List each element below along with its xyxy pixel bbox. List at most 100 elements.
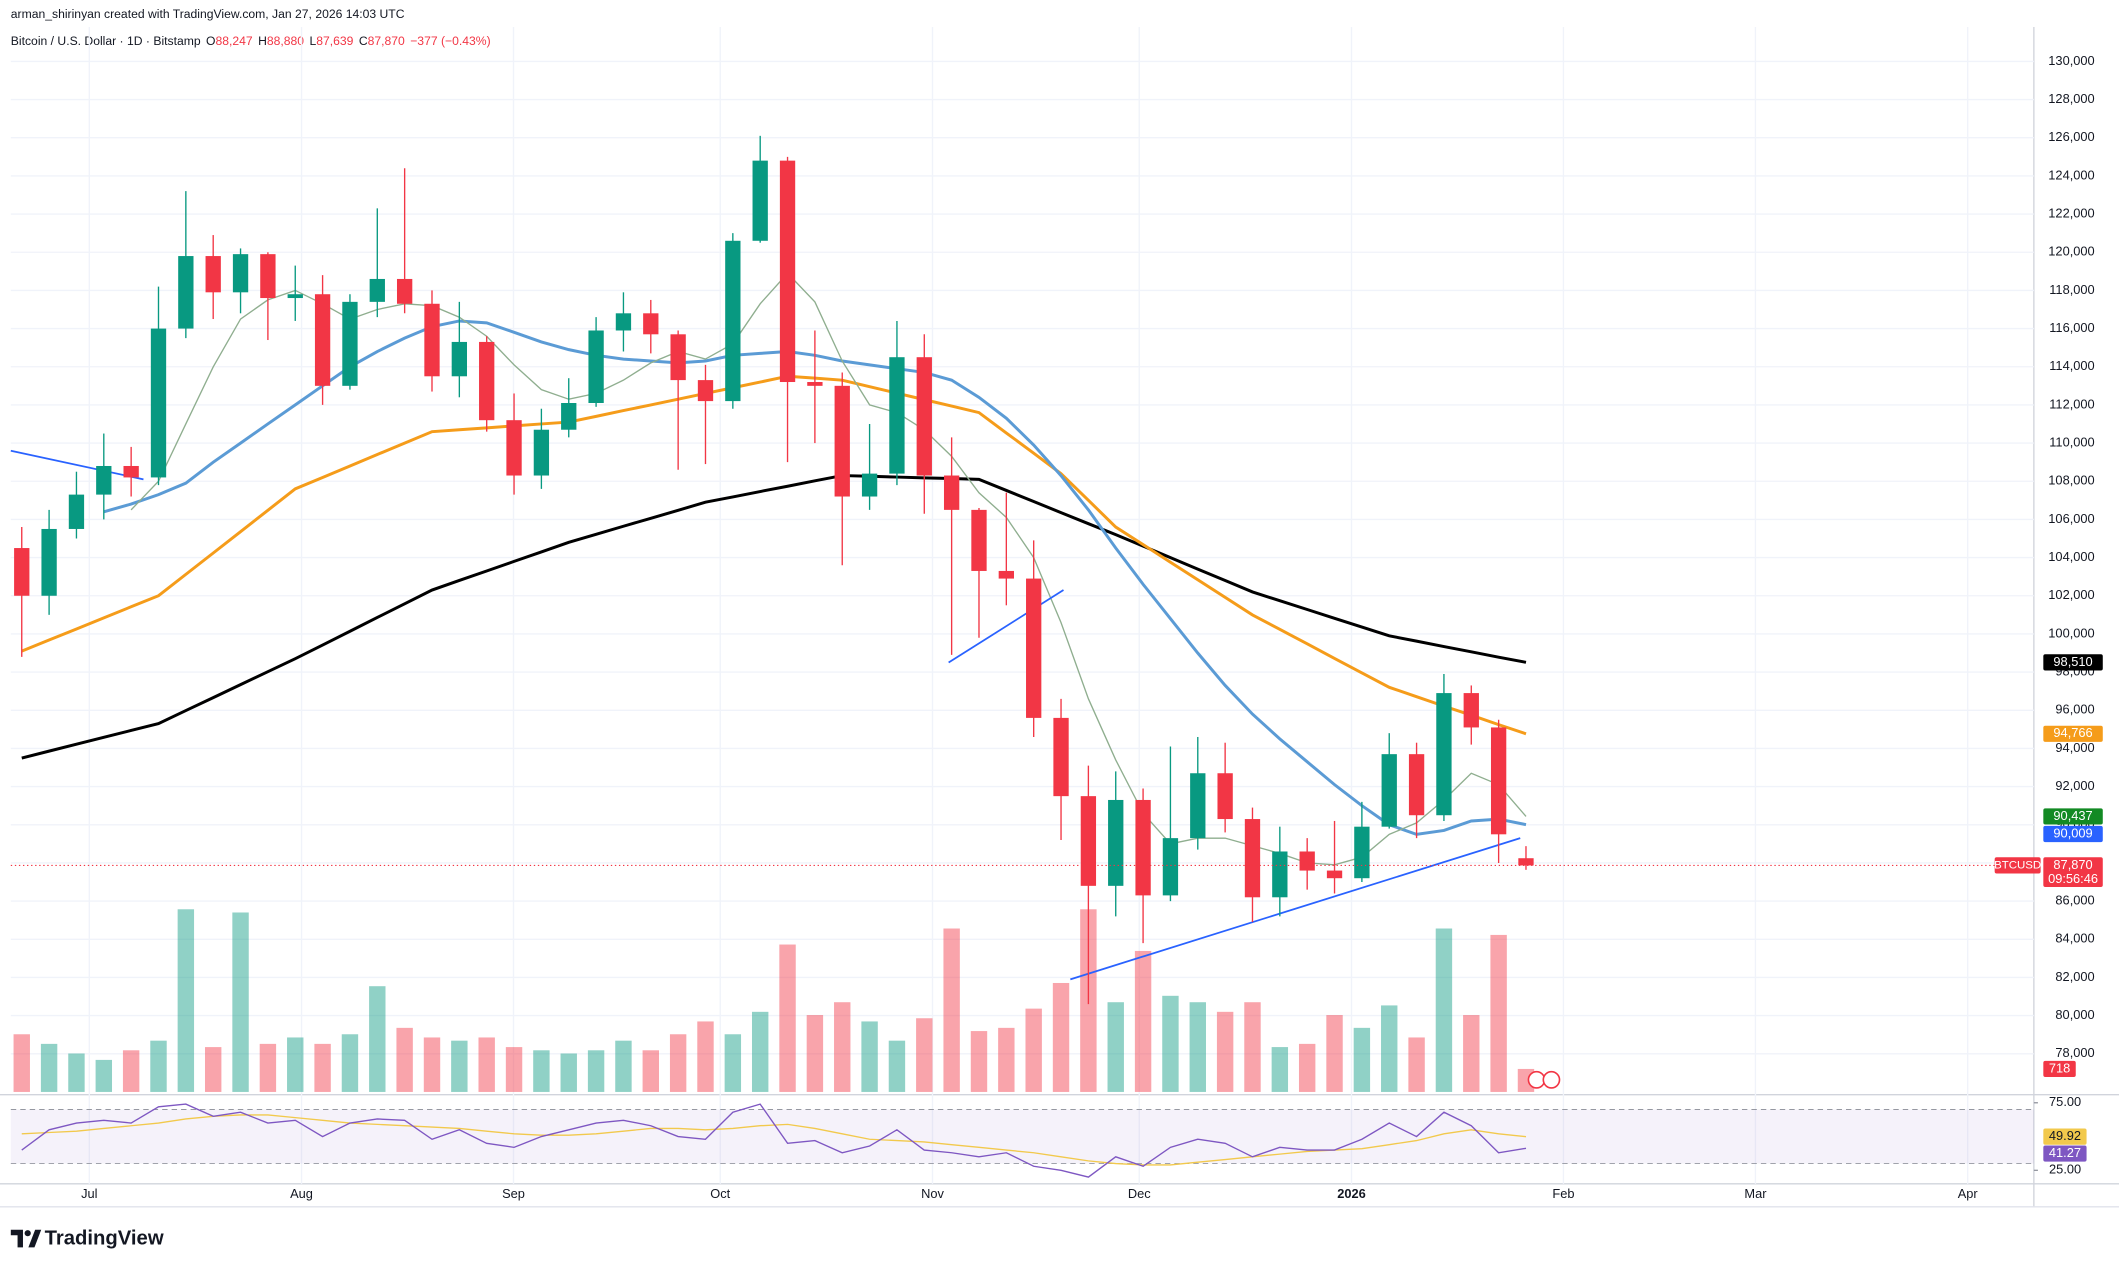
moving-average — [21, 374, 1527, 736]
volume-bar — [533, 1050, 550, 1092]
rsi-tag-label: 49.92 — [2049, 1128, 2081, 1143]
volume-bar — [451, 1040, 468, 1092]
volume-bar — [287, 1037, 304, 1092]
rsi-tick-label: 75.00 — [2049, 1094, 2081, 1109]
symbol: Bitcoin / U.S. Dollar · 1D · Bitstamp — [11, 34, 201, 48]
candle-body — [14, 548, 30, 596]
y-tick-label: 102,000 — [2048, 587, 2094, 602]
symbol-tag — [1994, 857, 2041, 874]
volume-bar — [423, 1037, 441, 1092]
volume-bar — [341, 1034, 359, 1092]
trendline — [948, 589, 1064, 664]
volume-bar — [1216, 1011, 1234, 1092]
volume-bar — [1463, 1015, 1480, 1092]
rsi-band — [10, 1109, 2034, 1164]
y-tick-label: 106,000 — [2048, 511, 2094, 526]
candle-body — [232, 254, 249, 293]
candle-body — [1244, 819, 1261, 898]
candle-body — [1463, 693, 1479, 728]
countdown: 09:56:46 — [2048, 871, 2098, 886]
volume-bar — [259, 1043, 277, 1092]
y-tick-label: 114,000 — [2049, 358, 2094, 373]
candle-body — [670, 334, 686, 381]
candle-body — [41, 528, 57, 596]
volume-bar — [697, 1021, 714, 1092]
volume-bar — [478, 1037, 495, 1092]
candle-body — [1135, 799, 1151, 896]
volume-bar — [861, 1021, 878, 1092]
volume-bar — [642, 1050, 659, 1092]
volume-bar — [970, 1031, 988, 1092]
volume-bar — [724, 1034, 742, 1092]
volume-bar — [314, 1043, 331, 1092]
candle-body — [1162, 838, 1179, 896]
y-tick-label: 96,000 — [2055, 702, 2094, 717]
candle-body — [1518, 858, 1534, 866]
rsi-tag — [2043, 1128, 2087, 1145]
candle-body — [123, 465, 139, 478]
price-tag-label: 94,766 — [2053, 725, 2092, 740]
ohlc-value: 88,247 — [216, 34, 253, 48]
x-tick-label: Jul — [81, 1186, 97, 1201]
candle-body — [779, 160, 796, 383]
volume-bar — [1408, 1037, 1425, 1092]
volume-bar — [560, 1053, 577, 1092]
candle-body — [178, 256, 194, 329]
volume-bar — [68, 1053, 85, 1092]
volume-bar — [834, 1002, 851, 1092]
candle-body — [998, 570, 1014, 579]
ohlc-value: 87,870 — [368, 34, 405, 48]
ohlc-value: 87,639 — [316, 34, 353, 48]
trendline — [1070, 837, 1521, 981]
y-tick-label: 110,000 — [2049, 434, 2094, 449]
volume-bar — [1134, 950, 1152, 1092]
candle-body — [752, 160, 768, 241]
candle-body — [615, 313, 632, 331]
rsi-tag — [2043, 1145, 2087, 1162]
candle-body — [342, 301, 358, 386]
x-tick-label: Aug — [290, 1186, 313, 1201]
y-tick-label: 82,000 — [2055, 969, 2094, 984]
volume-bar — [779, 944, 796, 1092]
ohlc-key: C — [359, 34, 368, 48]
logo-mark — [10, 1229, 23, 1248]
rsi-line — [21, 1103, 1527, 1178]
volume-bar — [587, 1050, 605, 1092]
volume-bar — [916, 1018, 933, 1092]
event-icon — [1542, 1070, 1561, 1089]
volume-bar — [1353, 1027, 1371, 1092]
moving-average — [21, 474, 1527, 760]
candle-body — [287, 294, 303, 299]
volume-bar — [1381, 1005, 1398, 1092]
candle-body — [424, 303, 440, 377]
logo — [10, 1229, 42, 1248]
candle-body — [1490, 727, 1507, 835]
candle-body — [1326, 870, 1343, 879]
y-tick-label: 92,000 — [2055, 778, 2094, 793]
price-tag-label: 98,510 — [2053, 654, 2092, 669]
candle-body — [1436, 693, 1452, 816]
candle-body — [1026, 578, 1042, 718]
y-tick-label: 130,000 — [2048, 53, 2094, 68]
y-tick-label: 108,000 — [2048, 473, 2094, 488]
candle-body — [96, 465, 112, 495]
x-tick-label: Sep — [502, 1186, 525, 1201]
candle-body — [943, 475, 960, 510]
y-tick-label: 124,000 — [2048, 167, 2094, 182]
y-tick-label: 126,000 — [2048, 129, 2094, 144]
x-tick-label: Apr — [1958, 1186, 1979, 1201]
price-tag-label: 87,870 — [2053, 857, 2092, 872]
y-tick-label: 112,000 — [2049, 396, 2094, 411]
moving-average — [130, 272, 1527, 866]
price-tag-label: 90,437 — [2053, 808, 2092, 823]
x-tick-label: Feb — [1552, 1186, 1574, 1201]
x-tick-label: Nov — [921, 1186, 944, 1201]
volume-bar — [998, 1027, 1015, 1092]
credit: arman_shirinyan created with TradingView… — [11, 7, 405, 21]
candle-body — [68, 494, 85, 529]
volume-bar — [669, 1034, 687, 1092]
volume-bar — [505, 1047, 523, 1092]
rsi-ma-line — [21, 1114, 1527, 1166]
